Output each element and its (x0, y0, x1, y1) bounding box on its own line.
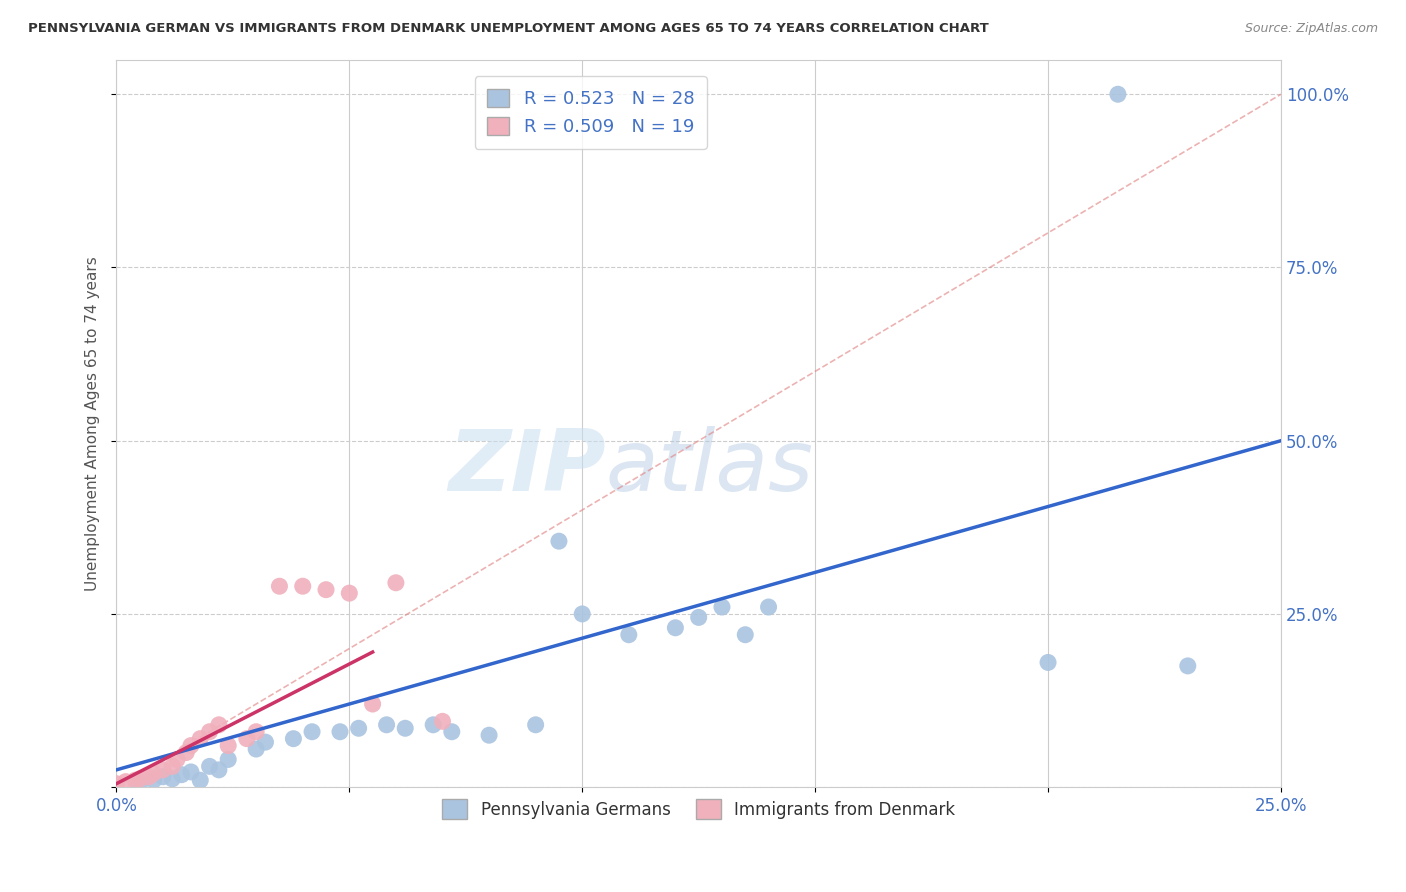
Point (174, 746, 197, 760)
Point (394, 721, 416, 735)
Point (170, 767, 193, 781)
Point (180, 764, 202, 779)
Point (162, 772, 184, 786)
Point (138, 770, 160, 784)
Point (114, 774, 136, 789)
Point (208, 763, 231, 777)
Point (571, 607, 593, 621)
Point (180, 739, 202, 753)
Point (347, 721, 370, 735)
Point (432, 714, 454, 729)
Point (166, 752, 188, 766)
Point (524, 718, 547, 732)
Point (385, 575, 408, 590)
Point (208, 718, 231, 732)
Point (162, 759, 184, 773)
Point (152, 763, 174, 777)
Point (124, 773, 146, 788)
Point (375, 718, 398, 732)
Point (710, 600, 733, 615)
Point (236, 731, 259, 746)
Point (198, 724, 221, 739)
Text: Source: ZipAtlas.com: Source: ZipAtlas.com (1244, 22, 1378, 36)
Point (1177, 659, 1199, 673)
Point (142, 773, 165, 788)
Point (283, 731, 305, 746)
Point (478, 728, 501, 742)
Point (361, 697, 384, 711)
Point (245, 724, 267, 739)
Point (128, 777, 150, 791)
Point (128, 772, 150, 786)
Point (217, 739, 239, 753)
Text: atlas: atlas (606, 425, 814, 508)
Point (291, 579, 314, 593)
Point (188, 731, 211, 746)
Point (617, 628, 640, 642)
Point (688, 610, 710, 624)
Point (301, 724, 323, 739)
Point (152, 770, 174, 784)
Point (198, 759, 221, 773)
Text: ZIP: ZIP (449, 425, 606, 508)
Point (664, 621, 686, 635)
Point (142, 766, 165, 780)
Point (422, 718, 444, 732)
Point (1036, 656, 1059, 670)
Point (188, 773, 211, 788)
Point (1107, 87, 1129, 102)
Legend: Pennsylvania Germans, Immigrants from Denmark: Pennsylvania Germans, Immigrants from De… (436, 792, 962, 826)
Point (440, 724, 463, 739)
Point (254, 735, 277, 749)
Point (329, 724, 352, 739)
Point (337, 586, 360, 600)
Point (758, 600, 780, 615)
Point (315, 582, 337, 597)
Text: PENNSYLVANIA GERMAN VS IMMIGRANTS FROM DENMARK UNEMPLOYMENT AMONG AGES 65 TO 74 : PENNSYLVANIA GERMAN VS IMMIGRANTS FROM D… (28, 22, 988, 36)
Point (217, 752, 239, 766)
Point (548, 534, 571, 549)
Point (245, 742, 267, 756)
Point (734, 628, 756, 642)
Point (269, 579, 291, 593)
Point (105, 777, 128, 791)
Y-axis label: Unemployment Among Ages 65 to 74 years: Unemployment Among Ages 65 to 74 years (86, 256, 100, 591)
